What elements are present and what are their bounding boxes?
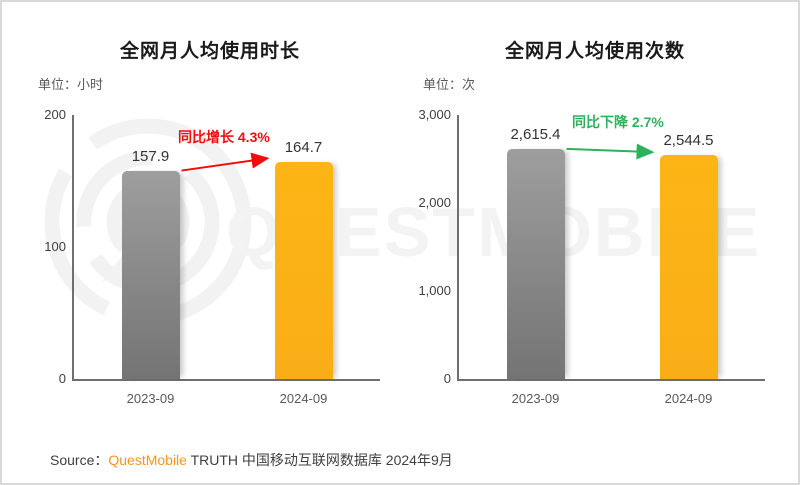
y-axis-tick-label: 200: [44, 107, 66, 122]
source-brand: QuestMobile: [108, 452, 187, 468]
plot-area: 0 100 200 157.9 2023-09 164.7 2024-09: [44, 107, 380, 406]
bar-value-label: 2,615.4: [510, 125, 561, 143]
yoy-annotation: 同比增长 4.3%: [178, 129, 270, 145]
trend-arrow: [181, 152, 270, 172]
x-axis-category-label: 2023-09: [511, 391, 560, 406]
chart-monthly-usage-duration: 全网月人均使用时长 单位：小时 0 100 200 157.9 2023-09 164.7…: [30, 22, 390, 427]
trend-arrow: [566, 143, 655, 160]
y-axis-tick-label: 1,000: [418, 283, 451, 298]
bar-value-label: 164.7: [284, 138, 323, 156]
bar-2023-09: [506, 148, 565, 379]
x-axis-category-label: 2023-09: [126, 391, 175, 406]
source-line: Source：QuestMobile TRUTH 中国移动互联网数据库 2024…: [50, 450, 453, 470]
unit-label: 单位：次: [423, 77, 476, 92]
unit-label: 单位：小时: [38, 77, 104, 92]
yoy-annotation: 同比下降 2.7%: [572, 114, 664, 130]
x-axis-category-label: 2024-09: [279, 391, 328, 406]
y-axis-tick-label: 0: [58, 371, 66, 386]
bar-2024-09: [274, 161, 333, 379]
bar-value-label: 2,544.5: [663, 132, 714, 150]
chart-title: 全网月人均使用时长: [119, 41, 300, 62]
source-label: Source：: [50, 452, 109, 468]
y-axis-tick-label: 0: [443, 371, 451, 386]
bar-2024-09: [659, 155, 718, 379]
chart-title: 全网月人均使用次数: [504, 41, 685, 62]
y-axis-tick-label: 2,000: [418, 195, 451, 210]
y-axis-tick-label: 100: [44, 239, 66, 254]
chart-monthly-usage-times: 全网月人均使用次数 单位：次 0 1,000 2,000 3,000 2,615.4 20…: [415, 22, 775, 427]
y-axis-tick-label: 3,000: [418, 107, 451, 122]
source-text: TRUTH 中国移动互联网数据库 2024年9月: [186, 452, 453, 468]
x-axis-category-label: 2024-09: [664, 391, 713, 406]
plot-area: 0 1,000 2,000 3,000 2,615.4 2023-09 2,544.5 202…: [418, 107, 765, 406]
